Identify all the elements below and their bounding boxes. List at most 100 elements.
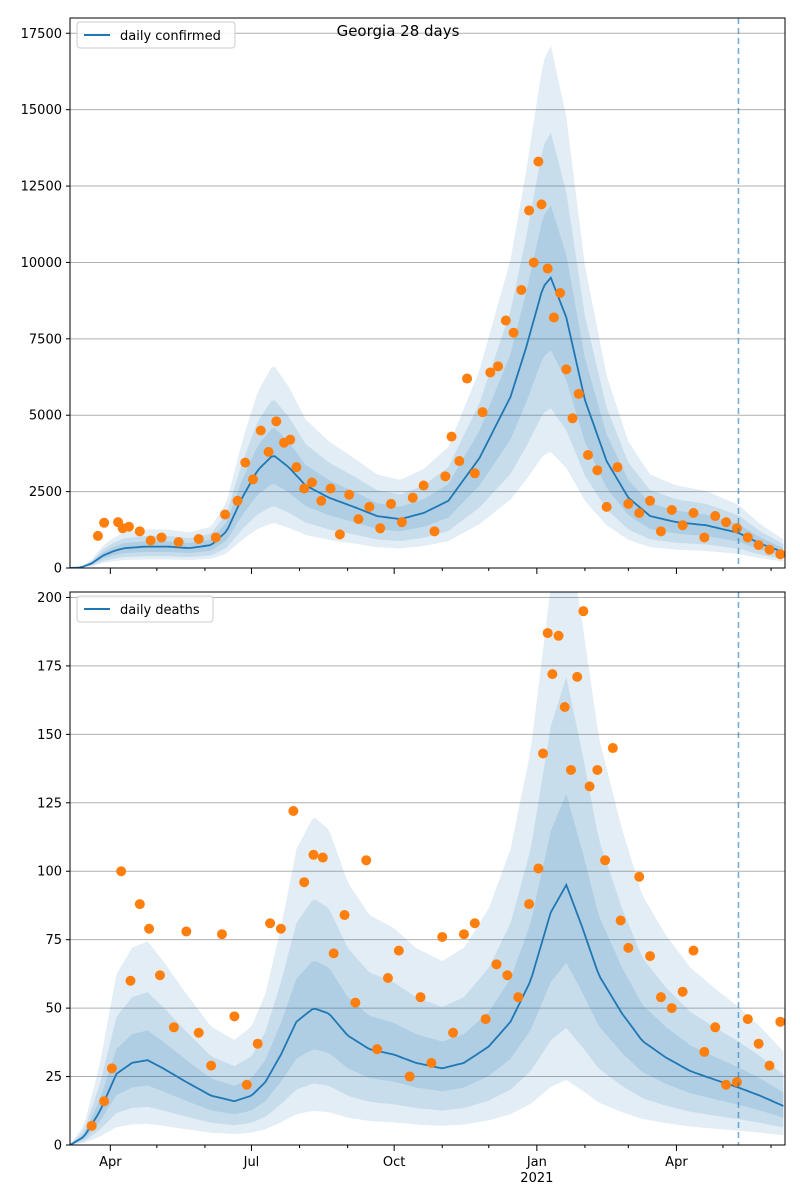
observed-point <box>565 764 576 775</box>
observed-point <box>559 701 570 712</box>
observed-point <box>396 517 407 528</box>
uncertainty-band <box>70 45 784 568</box>
observed-point <box>601 501 612 512</box>
legend-label: daily deaths <box>120 603 200 618</box>
observed-point <box>491 959 502 970</box>
observed-point <box>144 923 155 934</box>
observed-point <box>542 628 553 639</box>
observed-point <box>418 480 429 491</box>
observed-point <box>265 918 276 929</box>
observed-point <box>263 446 274 457</box>
observed-point <box>375 523 386 534</box>
model-line <box>70 882 784 1145</box>
observed-point <box>533 156 544 167</box>
y-tick-label: 15000 <box>21 103 62 118</box>
y-tick-label: 125 <box>37 796 62 811</box>
observed-point <box>561 364 572 375</box>
y-tick-label: 2500 <box>29 485 62 500</box>
observed-point <box>612 462 623 473</box>
observed-point <box>193 1027 204 1038</box>
observed-point <box>592 465 603 476</box>
uncertainty-band <box>70 592 784 1145</box>
x-tick-label: Apr <box>99 1155 122 1170</box>
y-tick-label: 75 <box>45 933 62 948</box>
model-line <box>70 275 784 568</box>
observed-point <box>583 449 594 460</box>
observed-point <box>372 1044 383 1055</box>
observed-point <box>677 986 688 997</box>
observed-point <box>92 530 103 541</box>
observed-point <box>429 526 440 537</box>
observed-point <box>458 929 469 940</box>
observed-point <box>361 855 372 866</box>
observed-point <box>306 477 317 488</box>
observed-point <box>533 863 544 874</box>
observed-point <box>742 532 753 543</box>
top-panel-daily-confirmed: 0 2500 5000 7500 10000 12500 15000 17500 daily c… <box>21 17 786 577</box>
y-tick-label: 5000 <box>29 409 62 424</box>
observed-point <box>600 855 611 866</box>
observed-point <box>524 205 535 216</box>
observed-point <box>154 970 165 981</box>
y-tick-label: 100 <box>37 865 62 880</box>
observed-point <box>99 1096 110 1107</box>
observed-point <box>248 474 259 485</box>
observed-point <box>134 899 145 910</box>
observed-point <box>721 517 732 528</box>
observed-point <box>116 866 127 877</box>
observed-point <box>500 315 511 326</box>
y-tick-label: 7500 <box>29 332 62 347</box>
observed-point <box>407 492 418 503</box>
observed-point <box>469 918 480 929</box>
observed-point <box>328 948 339 959</box>
observed-point <box>731 523 742 534</box>
observed-point <box>764 1060 775 1071</box>
observed-point <box>99 517 110 528</box>
observed-point <box>86 1120 97 1131</box>
observed-point <box>426 1057 437 1068</box>
observed-point <box>710 511 721 522</box>
observed-point <box>584 781 595 792</box>
observed-point <box>573 388 584 399</box>
observed-point <box>291 462 302 473</box>
observed-point <box>353 514 364 525</box>
y-tick-label: 12500 <box>21 180 62 195</box>
observed-point <box>528 257 539 268</box>
observed-point <box>775 549 785 560</box>
observed-point <box>462 373 473 384</box>
observed-point <box>193 533 204 544</box>
observed-point <box>542 263 553 274</box>
observed-point <box>364 501 375 512</box>
observed-point <box>285 434 296 445</box>
observed-point <box>275 923 286 934</box>
observed-point <box>440 471 451 482</box>
y-tick-label: 175 <box>37 659 62 674</box>
observed-point <box>634 508 645 518</box>
observed-point <box>252 1038 263 1049</box>
observed-point <box>688 945 699 956</box>
legend-box <box>76 21 236 49</box>
observed-point <box>145 535 156 546</box>
x-tick-label: Jan <box>526 1155 547 1170</box>
x-tick-label: Apr <box>665 1155 688 1170</box>
observed-point <box>173 537 184 548</box>
uncertainty-band <box>70 205 784 568</box>
observed-point <box>524 899 535 910</box>
observed-point <box>350 997 361 1008</box>
bottom-panel-daily-deaths: 0 25 50 75 100 125 150 175 200 Apr Jul Oct Jan Apr 202… <box>37 591 786 1186</box>
observed-point <box>288 806 299 817</box>
y-tick-label: 50 <box>45 1002 62 1017</box>
y-tick-label: 17500 <box>21 27 62 42</box>
y-tick-label: 10000 <box>21 256 62 271</box>
observed-point <box>240 457 251 468</box>
observed-point <box>516 284 527 295</box>
observed-point <box>572 671 583 682</box>
observed-point <box>623 942 634 953</box>
plot-frame <box>69 17 786 569</box>
observed-point <box>645 951 656 962</box>
uncertainty-band <box>70 793 784 1145</box>
observed-point <box>655 992 666 1003</box>
observed-point <box>454 456 465 467</box>
observed-point <box>502 970 513 981</box>
